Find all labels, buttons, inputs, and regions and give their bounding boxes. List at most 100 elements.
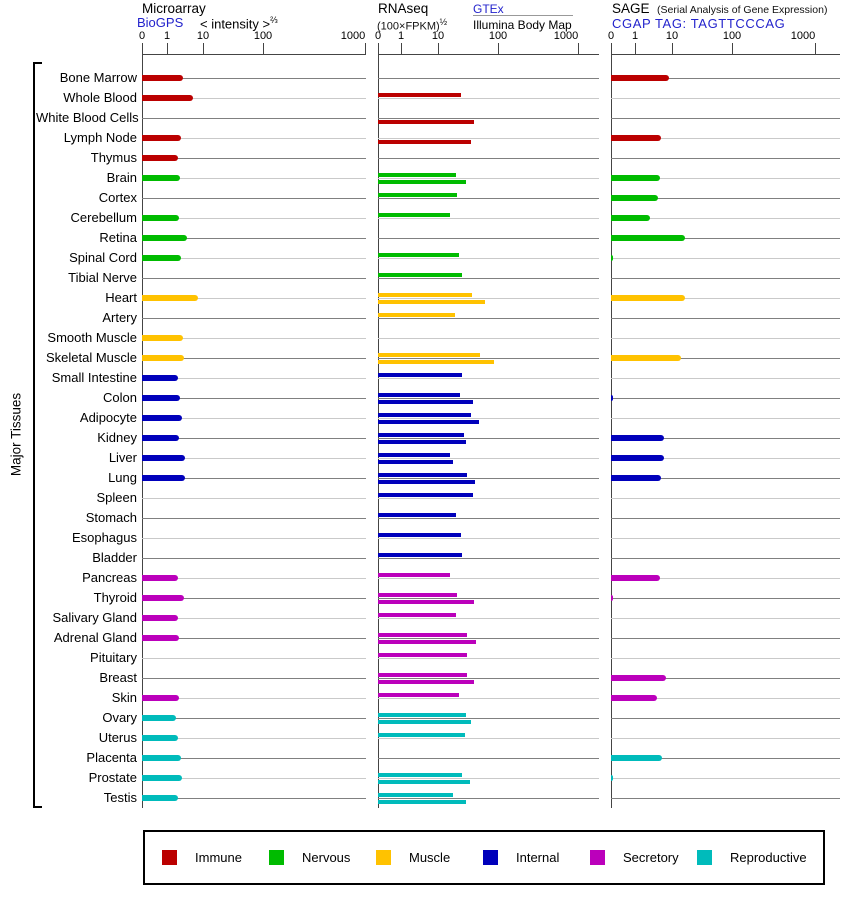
- sage-bar: [611, 435, 664, 441]
- tissue-label: Small Intestine: [51, 370, 137, 385]
- rnaseq-formula-label: (100×FPKM)½: [377, 17, 448, 33]
- microarray-bar: [142, 695, 180, 701]
- microarray-row-line: [142, 258, 366, 259]
- sage-row-line: [611, 678, 840, 679]
- microarray-row-line: [142, 498, 366, 499]
- microarray-bar: [142, 635, 180, 641]
- tissue-bracket-top-tick: [33, 62, 42, 64]
- rnaseq-row-line: [378, 598, 599, 599]
- microarray-axis-line: [142, 43, 143, 808]
- microarray-row-line: [142, 418, 366, 419]
- rnaseq-illumina-bar: [378, 400, 473, 404]
- tissue-label: Whole Blood: [63, 90, 137, 105]
- microarray-row-line: [142, 358, 366, 359]
- sage-row-line: [611, 638, 840, 639]
- rnaseq-row-line: [378, 158, 599, 159]
- rnaseq-gtex-bar: [378, 253, 459, 257]
- sage-bar: [611, 595, 614, 601]
- microarray-row-line: [142, 738, 366, 739]
- rnaseq-gtex-bar: [378, 533, 461, 537]
- microarray-row-line: [142, 478, 366, 479]
- tissue-label: Breast: [99, 670, 137, 685]
- rnaseq-illumina-bar: [378, 440, 466, 444]
- rnaseq-row-line: [378, 738, 599, 739]
- rnaseq-row-line: [378, 578, 599, 579]
- sage-row-line: [611, 178, 840, 179]
- sage-axis-tick: [732, 43, 733, 54]
- tissue-label: Placenta: [86, 750, 137, 765]
- rnaseq-gtex-bar: [378, 413, 471, 417]
- microarray-bar: [142, 215, 180, 221]
- rnaseq-row-line: [378, 558, 599, 559]
- rnaseq-axis-tick: [578, 43, 579, 54]
- rnaseq-gtex-bar: [378, 693, 459, 697]
- sage-bar: [611, 175, 660, 181]
- rnaseq-illumina-bar: [378, 480, 475, 484]
- rnaseq-row-line: [378, 618, 599, 619]
- rnaseq-gtex-bar: [378, 613, 457, 617]
- rnaseq-row-line: [378, 458, 599, 459]
- rnaseq-row-line: [378, 118, 599, 119]
- rnaseq-gtex-bar: [378, 313, 455, 317]
- sage-axis-tick: [672, 43, 673, 54]
- rnaseq-gtex-bar: [378, 593, 458, 597]
- sage-bar: [611, 135, 662, 141]
- rnaseq-axis-tick: [401, 43, 402, 54]
- legend-item-secretory: Secretory: [590, 850, 697, 865]
- sage-row-line: [611, 118, 840, 119]
- rnaseq-gtex-bar: [378, 493, 473, 497]
- microarray-bar: [142, 135, 182, 141]
- biogps-link[interactable]: BioGPS: [137, 15, 184, 30]
- microarray-row-line: [142, 678, 366, 679]
- microarray-bar: [142, 595, 185, 601]
- rnaseq-row-line: [378, 758, 599, 759]
- microarray-row-line: [142, 118, 366, 119]
- rnaseq-illumina-bar: [378, 780, 470, 784]
- microarray-axis-tick-label: 1000: [340, 30, 366, 42]
- rnaseq-row-line: [378, 218, 599, 219]
- immune-color-swatch: [162, 850, 177, 865]
- rnaseq-gtex-bar: [378, 373, 462, 377]
- microarray-row-line: [142, 638, 366, 639]
- sage-row-line: [611, 738, 840, 739]
- sage-bar: [611, 475, 661, 481]
- tissue-label: Smooth Muscle: [47, 330, 137, 345]
- sage-row-line: [611, 398, 840, 399]
- microarray-row-line: [142, 338, 366, 339]
- microarray-bar: [142, 235, 188, 241]
- sage-row-line: [611, 298, 840, 299]
- tissue-label: Colon: [103, 390, 137, 405]
- rnaseq-axis-tick-label: 100: [488, 30, 508, 42]
- sage-row-line: [611, 578, 840, 579]
- sage-axis-tick-label: 0: [607, 30, 615, 42]
- microarray-bar: [142, 575, 178, 581]
- sage-row-line: [611, 78, 840, 79]
- rnaseq-row-line: [378, 178, 599, 179]
- microarray-row-line: [142, 718, 366, 719]
- sage-row-line: [611, 198, 840, 199]
- gtex-link[interactable]: GTEx: [473, 2, 504, 16]
- microarray-panel-title: Microarray: [142, 1, 206, 16]
- sage-row-line: [611, 318, 840, 319]
- sage-row-line: [611, 478, 840, 479]
- rnaseq-illumina-bar: [378, 120, 475, 124]
- microarray-row-line: [142, 598, 366, 599]
- rnaseq-axis-tick: [498, 43, 499, 54]
- tissue-label: Tibial Nerve: [68, 270, 137, 285]
- legend-label: Secretory: [623, 850, 679, 865]
- microarray-bar: [142, 475, 186, 481]
- rnaseq-gtex-bar: [378, 633, 468, 637]
- sage-row-line: [611, 498, 840, 499]
- tissue-label: Salivary Gland: [52, 610, 137, 625]
- rnaseq-gtex-bar: [378, 433, 464, 437]
- microarray-bar: [142, 355, 185, 361]
- rnaseq-gtex-bar: [378, 93, 461, 97]
- nervous-color-swatch: [269, 850, 284, 865]
- tissue-label: Prostate: [88, 770, 137, 785]
- microarray-bar: [142, 155, 178, 161]
- rnaseq-gtex-bar: [378, 713, 466, 717]
- rnaseq-row-line: [378, 98, 599, 99]
- cgap-tag-link[interactable]: CGAP TAG: TAGTTCCCAG: [612, 16, 786, 31]
- rnaseq-illumina-bar: [378, 140, 471, 144]
- sage-row-line: [611, 358, 840, 359]
